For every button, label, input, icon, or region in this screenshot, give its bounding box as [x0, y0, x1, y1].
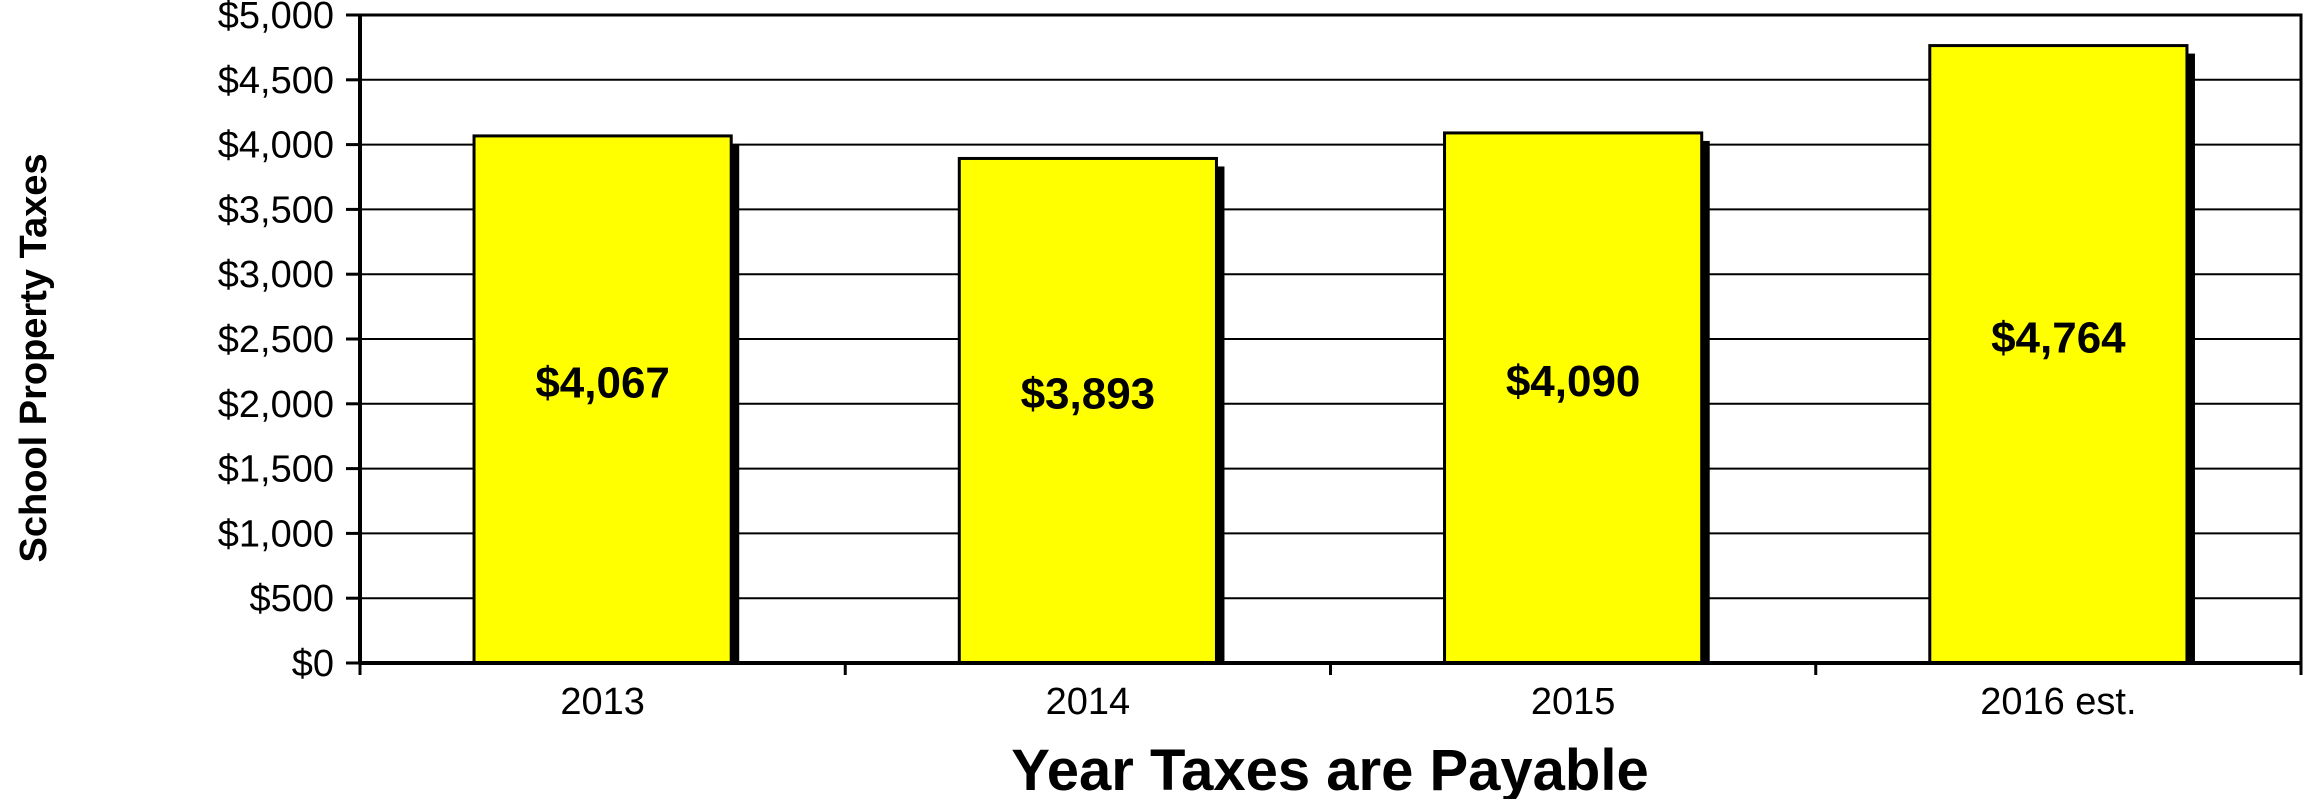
y-tick-label: $4,500 — [218, 60, 334, 102]
y-tick-label: $0 — [292, 643, 334, 685]
y-tick-label: $2,000 — [218, 384, 334, 426]
bar-2016-est- — [1928, 44, 2189, 665]
axes — [346, 13, 2303, 675]
data-labels: $4,067 $3,893 $4,090 $4,764 — [535, 313, 2126, 418]
data-label: $4,067 — [535, 358, 670, 407]
y-tick-label: $3,500 — [218, 189, 334, 231]
y-tick-labels: $0 $500 $1,000 $1,500 $2,000 $2,500 $3,000 $3,5… — [218, 0, 334, 685]
y-axis-title: School Property Taxes — [13, 154, 55, 563]
data-label: $4,090 — [1506, 357, 1641, 406]
y-tick-label: $4,000 — [218, 125, 334, 167]
data-label: $3,893 — [1021, 370, 1156, 419]
y-tick-label: $500 — [249, 578, 334, 620]
y-tick-label: $2,500 — [218, 319, 334, 361]
y-tick-label: $1,500 — [218, 449, 334, 491]
y-tick-label: $1,000 — [218, 513, 334, 555]
bars — [472, 44, 2189, 665]
x-tick-label: 2014 — [1046, 681, 1131, 723]
x-tick-label: 2016 est. — [1980, 681, 2136, 723]
y-tick-label: $3,000 — [218, 254, 334, 296]
x-tick-labels: 2013 2014 2015 2016 est. — [560, 681, 2136, 723]
data-label: $4,764 — [1991, 313, 2126, 362]
y-tick-label: $5,000 — [218, 0, 334, 37]
x-tick-label: 2013 — [560, 681, 645, 723]
x-tick-label: 2015 — [1531, 681, 1616, 723]
x-axis-title: Year Taxes are Payable — [1011, 738, 1648, 799]
bar-2015 — [1443, 131, 1704, 665]
